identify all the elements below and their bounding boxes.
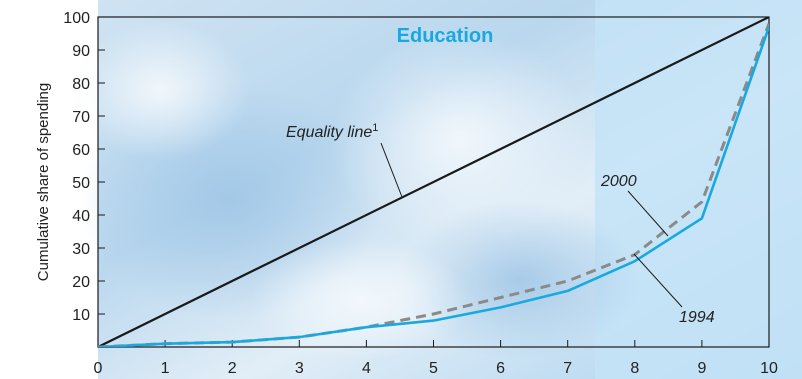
x-tick-label: 8 [630,360,639,377]
equality-line-superscript: 1 [372,122,378,134]
equality-line-label-text: Equality line [286,124,372,141]
series-1994-leader [633,253,683,308]
series-1994-line [98,26,769,347]
x-tick-label: 10 [760,360,778,377]
x-tick-label: 4 [362,360,371,377]
y-tick-label: 100 [63,10,90,27]
series-1994-label: 1994 [679,309,715,326]
series-layer [98,17,769,347]
y-tick-label: 20 [72,274,90,291]
x-tick-label: 7 [563,360,572,377]
series-2000-line [98,23,769,347]
y-tick-label: 40 [72,208,90,225]
y-tick-label: 90 [72,43,90,60]
series-2000-label: 2000 [600,173,637,190]
x-tick-label: 0 [94,360,103,377]
y-tick-label: 10 [72,307,90,324]
equality-line-label: Equality line1 [286,122,378,141]
x-tick-label: 1 [161,360,170,377]
y-tick-label: 60 [72,142,90,159]
y-axis-label: Cumulative share of spending [35,83,52,281]
x-tick-label: 5 [429,360,438,377]
y-tick-label: 50 [72,175,90,192]
x-axis: 0 1 2 3 4 5 6 7 8 9 10 [94,340,778,377]
x-tick-label: 2 [228,360,237,377]
x-tick-label: 6 [496,360,505,377]
x-tick-label: 3 [295,360,304,377]
series-2000-leader [627,190,669,237]
chart-title: Education [397,25,494,47]
y-tick-label: 70 [72,109,90,126]
y-axis: 10 20 30 40 50 60 70 80 90 100 [63,10,105,324]
equality-line-leader [380,142,403,198]
equality-line [98,17,769,347]
x-tick-label: 9 [697,360,706,377]
annotation-leaders [380,142,683,308]
y-tick-label: 30 [72,241,90,258]
y-tick-label: 80 [72,76,90,93]
